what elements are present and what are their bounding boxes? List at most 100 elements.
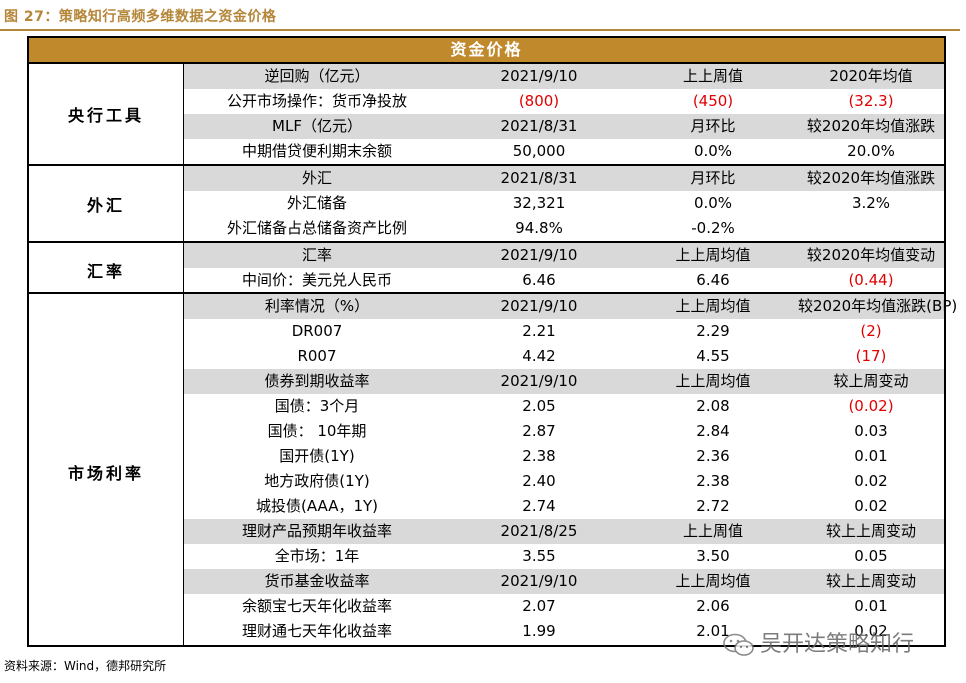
table-cell: 2021/8/25	[500, 522, 578, 540]
table-cell: 94.8%	[515, 219, 563, 237]
table-cell: 上上周均值	[675, 246, 751, 264]
table-cell: 2.72	[696, 497, 730, 515]
table-header-row: MLF（亿元） 2021/8/31 月环比 较2020年均值涨跌	[184, 114, 944, 139]
table-header-row: 理财产品预期年收益率 2021/8/25 上上周值 较上上周变动	[184, 519, 944, 544]
table-cell: 2021/8/31	[500, 117, 578, 135]
row-label: 外汇储备占总储备资产比例	[226, 219, 407, 237]
table-row: 城投债(AAA，1Y) 2.74 2.72 0.02	[184, 494, 944, 519]
table-header-row: 汇率 2021/9/10 上上周均值 较2020年均值变动	[184, 243, 944, 268]
table-cell: 0.02	[854, 622, 888, 640]
row-label: 中期借贷便利期末余额	[241, 142, 392, 160]
table-cell: 2.01	[696, 622, 730, 640]
table-cell: 1.99	[522, 622, 556, 640]
table-cell: (2)	[860, 322, 882, 340]
wechat-icon	[723, 633, 754, 656]
row-label: 货币基金收益率	[264, 572, 370, 590]
table-cell: 较2020年均值涨跌(BP)	[798, 297, 958, 315]
table-header-row: 利率情况（%） 2021/9/10 上上周均值 较2020年均值涨跌(BP)	[184, 294, 958, 319]
table-cell: 上上周均值	[675, 572, 751, 590]
table-cell: 上上周值	[682, 522, 743, 540]
row-label: 债券到期收益率	[264, 372, 370, 390]
table-cell: 2021/9/10	[500, 572, 578, 590]
table-cell	[798, 216, 944, 241]
table-header-row: 货币基金收益率 2021/9/10 上上周均值 较上上周变动	[184, 569, 944, 594]
table-cell: 3.55	[522, 547, 556, 565]
table-cell: 较上上周变动	[825, 572, 916, 590]
table-cell: (0.02)	[848, 397, 894, 415]
table-cell: 0.03	[854, 422, 888, 440]
table-cell: 6.46	[696, 271, 730, 289]
table-row: 外汇储备 32,321 0.0% 3.2%	[184, 191, 944, 216]
table-row: 中期借贷便利期末余额 50,000 0.0% 20.0%	[184, 139, 944, 164]
table-cell: 6.46	[522, 271, 556, 289]
section-separator	[29, 241, 944, 243]
column-divider	[183, 64, 184, 645]
table-row: 外汇储备占总储备资产比例 94.8% -0.2%	[184, 216, 944, 241]
table-cell: 2.07	[522, 597, 556, 615]
row-label: 城投债(AAA，1Y)	[255, 497, 379, 515]
table-cell: 较2020年均值涨跌	[806, 117, 936, 135]
table-cell: 较上周变动	[833, 372, 909, 390]
table-cell: 上上周值	[682, 67, 743, 85]
table-cell: 2021/8/31	[500, 169, 578, 187]
table-cell: 2.84	[696, 422, 730, 440]
table-cell: 月环比	[690, 169, 736, 187]
table-header-row: 外汇 2021/8/31 月环比 较2020年均值涨跌	[184, 166, 944, 191]
row-label: MLF（亿元）	[272, 117, 362, 135]
table-cell: 2.05	[522, 397, 556, 415]
title-rule	[0, 29, 960, 31]
table-banner: 资金价格	[29, 38, 944, 64]
row-label: DR007	[291, 322, 343, 340]
row-label: 外汇储备	[286, 194, 347, 212]
table-cell: 20.0%	[847, 142, 895, 160]
row-label: 中间价：美元兑人民币	[241, 271, 392, 289]
table-cell: (0.44)	[848, 271, 894, 289]
table-cell: 3.2%	[851, 194, 891, 212]
row-label: R007	[297, 347, 337, 365]
funding-price-table: 资金价格 央行工具 外汇 汇率 市场利率 逆回购（亿元） 2021/9/10 上上周…	[27, 36, 958, 647]
table-cell: 较2020年均值涨跌	[806, 169, 936, 187]
row-label: 外汇	[301, 169, 332, 187]
table-cell: 0.01	[854, 597, 888, 615]
table-header-row: 债券到期收益率 2021/9/10 上上周均值 较上周变动	[184, 369, 944, 394]
table-cell: 4.42	[522, 347, 556, 365]
table-cell: (450)	[692, 92, 734, 110]
table-cell: 2.40	[522, 472, 556, 490]
row-label: 逆回购（亿元）	[264, 67, 370, 85]
section-separator	[29, 164, 944, 166]
section-label-central-bank: 央行工具	[67, 106, 144, 125]
table-cell: 0.01	[854, 447, 888, 465]
table-cell: 2.29	[696, 322, 730, 340]
table-cell: (800)	[518, 92, 560, 110]
table-cell: 2.21	[522, 322, 556, 340]
row-label: 国债： 10年期	[267, 422, 367, 440]
table-cell: 2021/9/10	[500, 297, 578, 315]
table-row: 国债： 10年期 2.87 2.84 0.03	[184, 419, 944, 444]
row-label: 余额宝七天年化收益率	[241, 597, 392, 615]
table-cell: 2021/9/10	[500, 67, 578, 85]
table-row: 理财通七天年化收益率 1.99 2.01 0.02	[184, 619, 944, 644]
table-cell: 2.06	[696, 597, 730, 615]
table-row: 余额宝七天年化收益率 2.07 2.06 0.01	[184, 594, 944, 619]
table-row: 公开市场操作：货币净投放 (800) (450) (32.3)	[184, 89, 944, 114]
row-label: 利率情况（%）	[264, 297, 370, 315]
table-cell: 0.0%	[693, 194, 733, 212]
section-label-exchange-rate: 汇率	[86, 262, 125, 281]
row-label: 理财通七天年化收益率	[241, 622, 392, 640]
table-cell: 2.36	[696, 447, 730, 465]
table-cell: 32,321	[512, 194, 566, 212]
table-cell: 2.38	[522, 447, 556, 465]
row-label: 全市场：1年	[274, 547, 360, 565]
section-label-fx: 外汇	[86, 196, 125, 215]
row-label: 汇率	[301, 246, 332, 264]
row-label: 公开市场操作：货币净投放	[226, 92, 407, 110]
table-cell: 4.55	[696, 347, 730, 365]
table-cell: 50,000	[512, 142, 566, 160]
table-row: R007 4.42 4.55 (17)	[184, 344, 944, 369]
table-row: 国债：3个月 2.05 2.08 (0.02)	[184, 394, 944, 419]
table-cell: 2.74	[522, 497, 556, 515]
table-cell: 2021/9/10	[500, 372, 578, 390]
table-cell: 上上周均值	[675, 297, 751, 315]
table-cell: 0.05	[854, 547, 888, 565]
table-cell: (32.3)	[848, 92, 894, 110]
